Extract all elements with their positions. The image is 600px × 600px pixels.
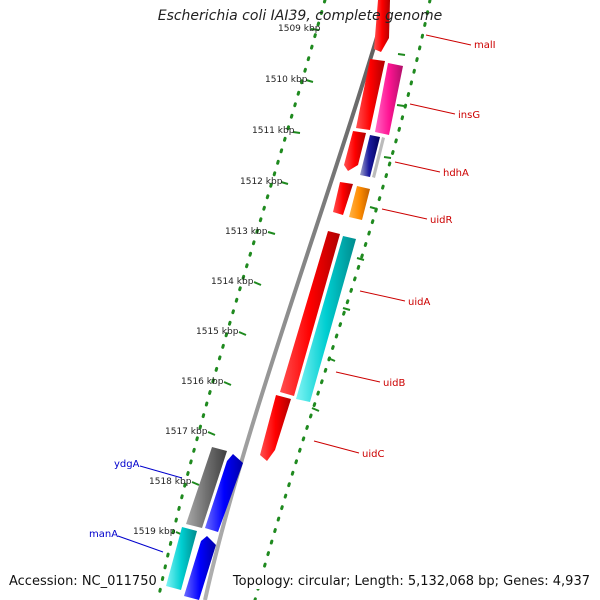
tick-mark	[267, 231, 276, 235]
gene-label-mana[interactable]: manA	[89, 529, 118, 540]
inner-tick-ring	[156, 0, 327, 600]
gene-block[interactable]	[280, 231, 340, 396]
tick-mark	[310, 28, 320, 31]
forward-genes	[260, 0, 403, 461]
gene-block[interactable]	[184, 536, 216, 600]
label-connector	[409, 103, 456, 115]
label-connector	[359, 290, 406, 302]
gene-label-uidc[interactable]: uidC	[362, 449, 384, 460]
tick-marks	[175, 28, 406, 536]
gene-block[interactable]	[166, 527, 197, 590]
gene-block[interactable]	[296, 236, 356, 402]
tick-mark	[280, 181, 289, 185]
label-connector	[313, 440, 360, 454]
tick-mark	[207, 431, 216, 436]
tick-label-1518: 1518 kbp	[149, 477, 192, 487]
outer-tick-ring	[253, 0, 432, 600]
tick-mark	[253, 281, 262, 286]
gene-block[interactable]	[375, 63, 403, 135]
gene-block[interactable]	[186, 447, 227, 528]
gene-label-ydga[interactable]: ydgA	[114, 459, 140, 470]
tick-mark	[327, 357, 336, 362]
tick-mark	[397, 53, 406, 56]
tick-label-1516: 1516 kbp	[181, 377, 224, 387]
tick-mark	[396, 104, 405, 107]
tick-mark	[311, 407, 320, 412]
tick-label-1519: 1519 kbp	[133, 527, 176, 537]
left-gene-labels: ydgA manA	[89, 459, 183, 553]
tick-label-1510: 1510 kbp	[265, 75, 308, 85]
tick-mark	[238, 331, 247, 336]
tick-mark	[292, 131, 301, 134]
gene-block[interactable]	[349, 186, 370, 220]
tick-mark	[223, 381, 232, 386]
tick-mark	[342, 307, 351, 311]
tick-mark	[305, 79, 314, 83]
label-connector	[139, 465, 183, 479]
tick-label-1514: 1514 kbp	[211, 277, 254, 287]
tick-label-1512: 1512 kbp	[240, 177, 283, 187]
tick-labels: 1509 kbp 1510 kbp 1511 kbp 1512 kbp 1513…	[133, 24, 321, 537]
gene-label-hdha[interactable]: hdhA	[443, 168, 469, 179]
label-connector	[117, 535, 164, 553]
label-connector	[335, 371, 381, 383]
gene-label-mali[interactable]: malI	[474, 40, 496, 51]
tick-label-1515: 1515 kbp	[196, 327, 239, 337]
gene-block[interactable]	[356, 59, 385, 130]
label-connector	[394, 161, 441, 173]
gene-block[interactable]	[205, 454, 243, 532]
accession-label: Accession: NC_011750	[7, 574, 159, 589]
tick-mark	[383, 156, 392, 159]
reverse-genes	[166, 447, 243, 600]
gene-block[interactable]	[360, 135, 380, 177]
gene-block[interactable]	[374, 0, 390, 52]
genome-backbone	[203, 0, 390, 600]
gene-label-uidb[interactable]: uidB	[383, 378, 405, 389]
gene-label-uidr[interactable]: uidR	[430, 215, 452, 226]
label-connector	[381, 208, 428, 220]
tick-mark	[191, 481, 200, 486]
tick-label-1509: 1509 kbp	[278, 24, 321, 34]
gene-block[interactable]	[333, 182, 353, 215]
topology-label: Topology: circular; Length: 5,132,068 bp…	[230, 574, 592, 589]
gene-block[interactable]	[372, 137, 385, 178]
gene-block[interactable]	[260, 395, 291, 461]
tick-label-1511: 1511 kbp	[252, 126, 295, 136]
gene-label-insg[interactable]: insG	[458, 110, 480, 121]
gene-block[interactable]	[344, 131, 366, 171]
label-connector	[425, 34, 472, 46]
tick-label-1513: 1513 kbp	[225, 227, 268, 237]
gene-label-uida[interactable]: uidA	[408, 297, 430, 308]
tick-label-1517: 1517 kbp	[165, 427, 208, 437]
right-gene-labels: malI insG hdhA uidR uidA uidB uidC	[313, 34, 496, 460]
tick-mark	[356, 257, 365, 261]
tick-mark	[369, 206, 378, 210]
map-title: Escherichia coli IAI39, complete genome	[157, 8, 443, 24]
